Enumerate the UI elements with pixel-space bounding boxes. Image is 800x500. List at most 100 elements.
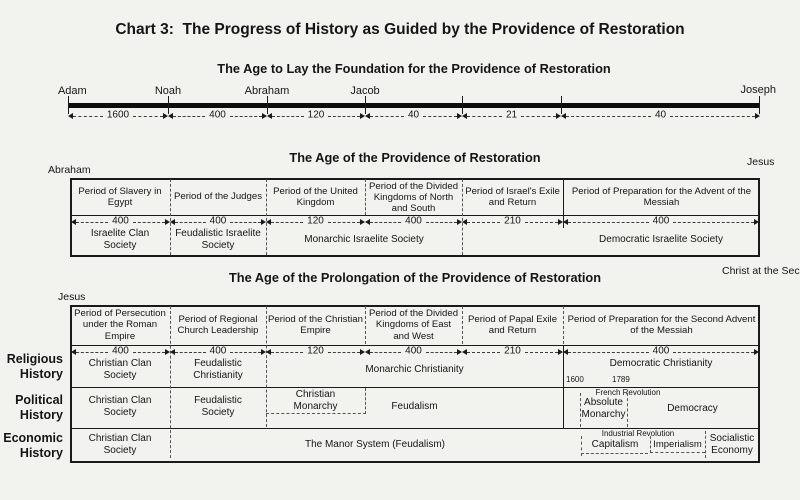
dashed-divider: [627, 393, 628, 427]
duration-segment: 400: [563, 215, 759, 227]
timeline-tick: [759, 96, 760, 114]
duration-value: 1600: [106, 109, 130, 121]
dashed-divider: [650, 452, 705, 453]
duration-segment: 400: [71, 216, 170, 227]
society-cell-monarchic-israelite: Monarchic Israelite Society: [304, 234, 424, 246]
chart-title: Chart 3: The Progress of History as Guid…: [115, 21, 685, 38]
prolongation-start-label: Jesus: [58, 291, 86, 303]
row-label-political-history: Political History: [15, 393, 63, 422]
providence-end-label: Jesus: [747, 156, 775, 168]
political-cell-democracy: Democracy: [667, 403, 718, 415]
figure-label-noah: Noah: [154, 85, 182, 97]
prolongation-age-heading: The Age of the Prolongation of the Provi…: [228, 270, 602, 285]
society-cell-feudalistic-israelite: Feudalistic Israelite Society: [175, 228, 261, 251]
prolongation-table: [70, 305, 760, 463]
row-label-economic-history: Economic History: [3, 431, 63, 460]
timeline-tick: [365, 96, 366, 114]
dashed-divider: [705, 431, 706, 458]
table-line: [70, 345, 760, 346]
political-cell-absolute-monarchy: Absolute Monarchy: [581, 397, 626, 420]
figure-label-adam: Adam: [57, 85, 87, 97]
figure-label-jacob: Jacob: [350, 85, 380, 97]
religious-cell-democratic-christianity: Democratic Christianity: [609, 358, 713, 370]
date-label-1600: 1600: [566, 375, 584, 384]
duration-value: 210: [504, 215, 521, 227]
column-divider: [170, 179, 171, 255]
duration-value: 400: [209, 109, 226, 121]
column-divider: [266, 306, 267, 427]
table-line: [70, 215, 760, 216]
duration-value: 120: [307, 345, 324, 357]
providence-age-heading: The Age of the Providence of Restoration: [289, 150, 541, 165]
period-cell-slavery-egypt: Period of Slavery in Egypt: [78, 185, 162, 208]
industrial-revolution-label: Industrial Revolution: [601, 429, 675, 438]
period-cell-christian-empire: Period of the Christian Empire: [268, 313, 363, 336]
timeline-tick: [267, 96, 268, 114]
timeline-tick: [561, 96, 562, 114]
period-cell-united-kingdom: Period of the United Kingdom: [273, 185, 358, 208]
duration-value: 400: [209, 345, 227, 357]
duration-value: 400: [652, 215, 670, 227]
duration-segment: 120: [266, 215, 365, 227]
duration-value: 40: [407, 109, 420, 121]
period-cell-persecution-roman: Period of Persecution under the Roman Em…: [74, 308, 166, 342]
duration-value: 400: [405, 345, 422, 357]
figure-label-joseph: Joseph: [740, 84, 776, 96]
duration-segment: 400: [365, 345, 462, 357]
dashed-divider: [581, 436, 582, 456]
timeline-tick: [462, 96, 463, 114]
timeline-tick: [168, 96, 169, 114]
column-divider: [365, 179, 366, 215]
duration-value: 400: [405, 215, 422, 227]
duration-segment: 400: [168, 109, 267, 121]
row-label-religious-history: Religious History: [6, 352, 63, 381]
society-cell-democratic-israelite: Democratic Israelite Society: [599, 234, 723, 246]
religious-cell-feudalistic-christianity: Feudalistic Christianity: [193, 358, 243, 381]
figure-label-abraham: Abraham: [244, 85, 290, 97]
society-cell-israelite-clan: Israelite Clan Society: [90, 228, 150, 251]
dashed-divider: [581, 453, 648, 454]
duration-value: 400: [112, 345, 129, 357]
duration-segment: 400: [365, 215, 462, 227]
period-cell-exile-return: Period of Israel's Exile and Return: [465, 185, 560, 208]
economic-cell-socialistic-economy: Socialistic Economy: [709, 433, 755, 456]
period-cell-papal-exile: Period of Papal Exile and Return: [467, 313, 558, 336]
dashed-divider: [580, 393, 581, 427]
date-label-1789: 1789: [612, 375, 630, 384]
column-divider: [365, 306, 366, 344]
religious-cell-christian-clan: Christian Clan Society: [88, 358, 152, 381]
table-line: [70, 387, 760, 388]
economic-cell-christian-clan: Christian Clan Society: [88, 433, 152, 456]
column-divider: [563, 345, 564, 428]
political-cell-christian-monarchy: Christian Monarchy: [266, 388, 366, 414]
economic-cell-imperialism: Imperialism: [653, 438, 702, 450]
providence-table: [70, 178, 760, 257]
economic-cell-manor-system: The Manor System (Feudalism): [304, 439, 446, 451]
political-cell-christian-clan: Christian Clan Society: [88, 395, 152, 418]
duration-value: 120: [307, 215, 324, 227]
duration-value: 120: [307, 109, 325, 121]
foundation-age-heading: The Age to Lay the Foundation for the Pr…: [217, 61, 611, 76]
duration-segment: 120: [266, 345, 365, 357]
prolongation-end-label: Christ at the Second Advent: [722, 265, 800, 277]
period-cell-divided-north-south: Period of the Divided Kingdoms of North …: [368, 180, 459, 215]
duration-segment: 400: [563, 346, 759, 357]
political-cell-christian-monarchy-text: Christian Monarchy: [293, 388, 338, 412]
duration-value: 210: [504, 345, 521, 357]
providence-start-label: Abraham: [48, 164, 91, 176]
duration-segment: 120: [267, 109, 365, 121]
column-divider: [462, 179, 463, 255]
column-divider: [170, 306, 171, 458]
duration-segment: 40: [365, 109, 462, 121]
dashed-divider: [650, 436, 651, 453]
period-cell-regional-church: Period of Regional Church Leadership: [177, 313, 259, 336]
column-divider: [563, 306, 564, 344]
period-cell-judges: Period of the Judges: [173, 191, 262, 203]
column-divider: [266, 179, 267, 255]
duration-segment: 1600: [68, 109, 168, 121]
duration-segment: 21: [462, 110, 561, 121]
table-line: [70, 428, 760, 429]
column-divider: [563, 178, 564, 228]
period-cell-divided-east-west: Period of the Divided Kingdoms of East a…: [368, 308, 459, 342]
duration-segment: 210: [462, 215, 563, 227]
